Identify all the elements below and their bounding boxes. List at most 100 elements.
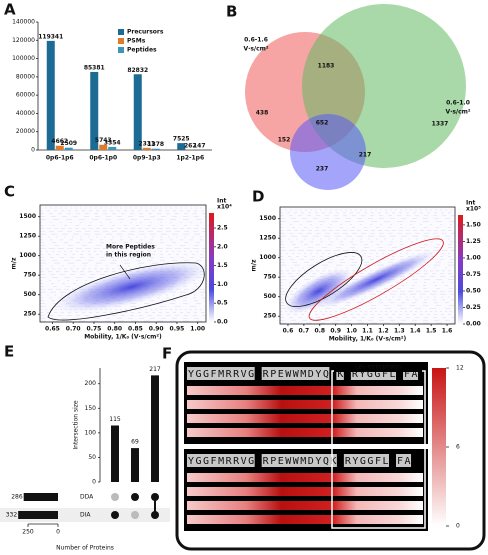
y-tick-label: 150 (85, 405, 97, 412)
x-axis-label: Number of Proteins (56, 545, 114, 552)
colorbar-tick-label: 1.00 (466, 254, 481, 261)
residue-box (187, 454, 255, 467)
x-tick-label: 1.0 (346, 328, 357, 335)
colorbar-tick-label: 2.5 (217, 225, 228, 232)
colorbar-tick-label: 2.0 (217, 243, 228, 250)
set-size-label: 286 (11, 494, 23, 501)
residue-box (187, 367, 255, 380)
region-outline (47, 262, 205, 321)
set-label: 0.6-1.6 (244, 37, 268, 44)
value-label: 115 (109, 416, 121, 423)
colorbar-tick-label: 1.50 (466, 221, 481, 228)
value-label: 217 (149, 366, 161, 373)
x-tick-label: 0.70 (66, 326, 81, 333)
x-tick-label: 0p6-1p6 (46, 155, 74, 162)
region-count: 1183 (318, 63, 335, 70)
x-tick-label: 0.9 (330, 328, 341, 335)
sequence: YGGFMRRVG (188, 369, 256, 380)
x-tick-label: 0 (56, 529, 60, 536)
frame (39, 204, 207, 323)
value-label: 7525 (173, 136, 190, 143)
heat-row (187, 501, 423, 510)
colorbar-tick-label: 12 (456, 365, 464, 372)
intersection-bar (131, 448, 139, 482)
residue-box (396, 454, 412, 467)
y-tick-label: 1250 (259, 235, 276, 242)
set-bar (23, 493, 58, 501)
value-label: 85381 (84, 64, 105, 71)
value-label: 3354 (104, 139, 121, 146)
colorbar-tick-label: 0.00 (466, 321, 481, 328)
bar (177, 143, 186, 150)
region-count: 1337 (432, 121, 449, 128)
bar (99, 144, 108, 150)
x-tick-label: 1.2 (378, 328, 389, 335)
y-tick-label: 500 (263, 293, 276, 300)
annotation: in this region (106, 252, 151, 259)
y-tick-label: 60000 (16, 92, 35, 99)
y-tick-label: 100000 (12, 55, 35, 62)
x-axis-label: Mobility, 1/K₀ (V·s/cm²) (84, 334, 162, 341)
sequence: FA (397, 456, 412, 467)
legend-swatch (118, 38, 124, 44)
set-name: DDA (80, 494, 94, 501)
legend-swatch (118, 47, 124, 53)
value-label: 119341 (38, 33, 63, 40)
panel-letter: B (226, 3, 237, 21)
label-bg (334, 362, 422, 372)
x-tick-label: 1.4 (410, 328, 421, 335)
x-tick-label: 0.8 (314, 328, 325, 335)
sequence: RPEWWMDYQ (263, 369, 331, 380)
heat-row (187, 473, 423, 482)
sequence: FA (404, 369, 419, 380)
region-count: 438 (256, 110, 269, 117)
legend-swatch (118, 29, 124, 35)
empty-dot (131, 511, 139, 519)
y-tick-label: 1500 (259, 215, 276, 222)
y-tick-label: 750 (23, 272, 36, 279)
x-tick-label: 1.5 (426, 328, 437, 335)
colorbar-tick-label: 1.5 (217, 262, 228, 269)
y-tick-label: 1250 (19, 233, 36, 240)
value-label: 1378 (147, 141, 164, 148)
sequence: RYGGFL (345, 456, 390, 467)
set-label: 0.6-1.0 (446, 100, 470, 107)
colorbar-title: Int (217, 198, 227, 205)
colorbar (209, 213, 214, 322)
y-tick-label: 100 (85, 429, 97, 436)
x-tick-label: 1.1 (362, 328, 373, 335)
set-name: DIA (80, 512, 91, 519)
x-tick-label: 1.00 (190, 326, 205, 333)
x-tick-label: 0.7 (299, 328, 310, 335)
colorbar (432, 368, 446, 526)
region-outline (285, 252, 363, 307)
member-dot (111, 511, 119, 519)
x-tick-label: 0.85 (128, 326, 143, 333)
residue-box (336, 367, 344, 380)
bar (46, 40, 55, 150)
region-label: Leu-enkephalin (355, 364, 401, 371)
value-label: 4662 (51, 138, 68, 145)
set-circle (290, 114, 366, 190)
region-count: 152 (278, 137, 291, 144)
legend-label: PSMs (127, 38, 146, 45)
member-dot (131, 493, 139, 501)
x-tick-label: 250 (22, 529, 34, 536)
colorbar-tick-label: 0.50 (466, 287, 481, 294)
sequence: K (337, 369, 345, 380)
heat-row (187, 515, 423, 524)
heat-row (187, 487, 423, 496)
panel-letter: F (162, 345, 172, 363)
set-label: V·s/cm² (243, 46, 268, 53)
y-tick-label: 250 (23, 311, 36, 318)
heat-row (187, 400, 423, 409)
heat-row (187, 386, 423, 395)
colorbar-tick-label: 0.75 (466, 271, 481, 278)
x-tick-label: 1.6 (442, 328, 453, 335)
bar (90, 71, 99, 150)
y-tick-label: 500 (23, 291, 36, 298)
density (53, 261, 209, 313)
sequence: YGGFMRRVG (188, 456, 256, 467)
region-count: 217 (359, 152, 372, 159)
